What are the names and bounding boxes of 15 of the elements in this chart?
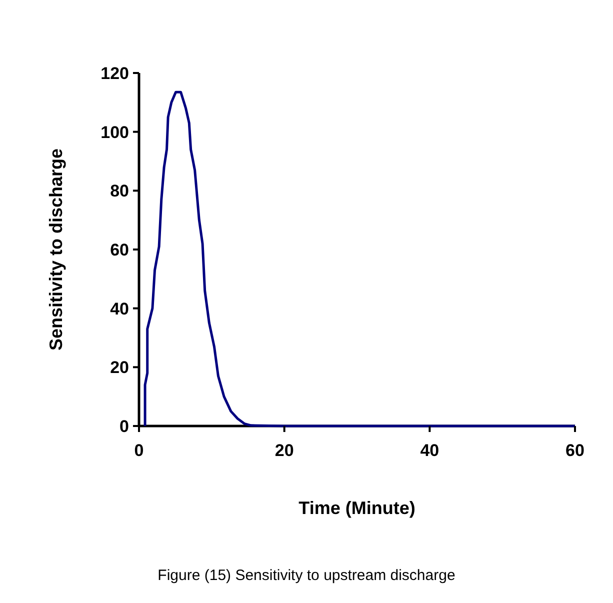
x-tick-label: 20 — [274, 441, 294, 460]
y-tick-label: 40 — [110, 299, 129, 318]
x-tick-label: 60 — [566, 441, 584, 460]
text: Figure (15) Sensitivity to upstream discharge — [158, 567, 456, 584]
x-axis-title: Time (Minute) — [298, 498, 416, 518]
x-tick-label: 40 — [420, 441, 440, 460]
line-series — [144, 90, 576, 428]
y-tick-label: 20 — [110, 358, 129, 378]
y-tick-label: 120 — [100, 64, 129, 83]
y-tick-label: 0 — [120, 416, 129, 436]
y-tick-label: 100 — [100, 122, 129, 142]
x-tick-label: 0 — [134, 441, 144, 460]
y-tick-label: 60 — [110, 240, 129, 260]
y-axis-title: Sensitivity to discharge — [46, 148, 66, 351]
y-tick-label: 80 — [110, 182, 129, 201]
